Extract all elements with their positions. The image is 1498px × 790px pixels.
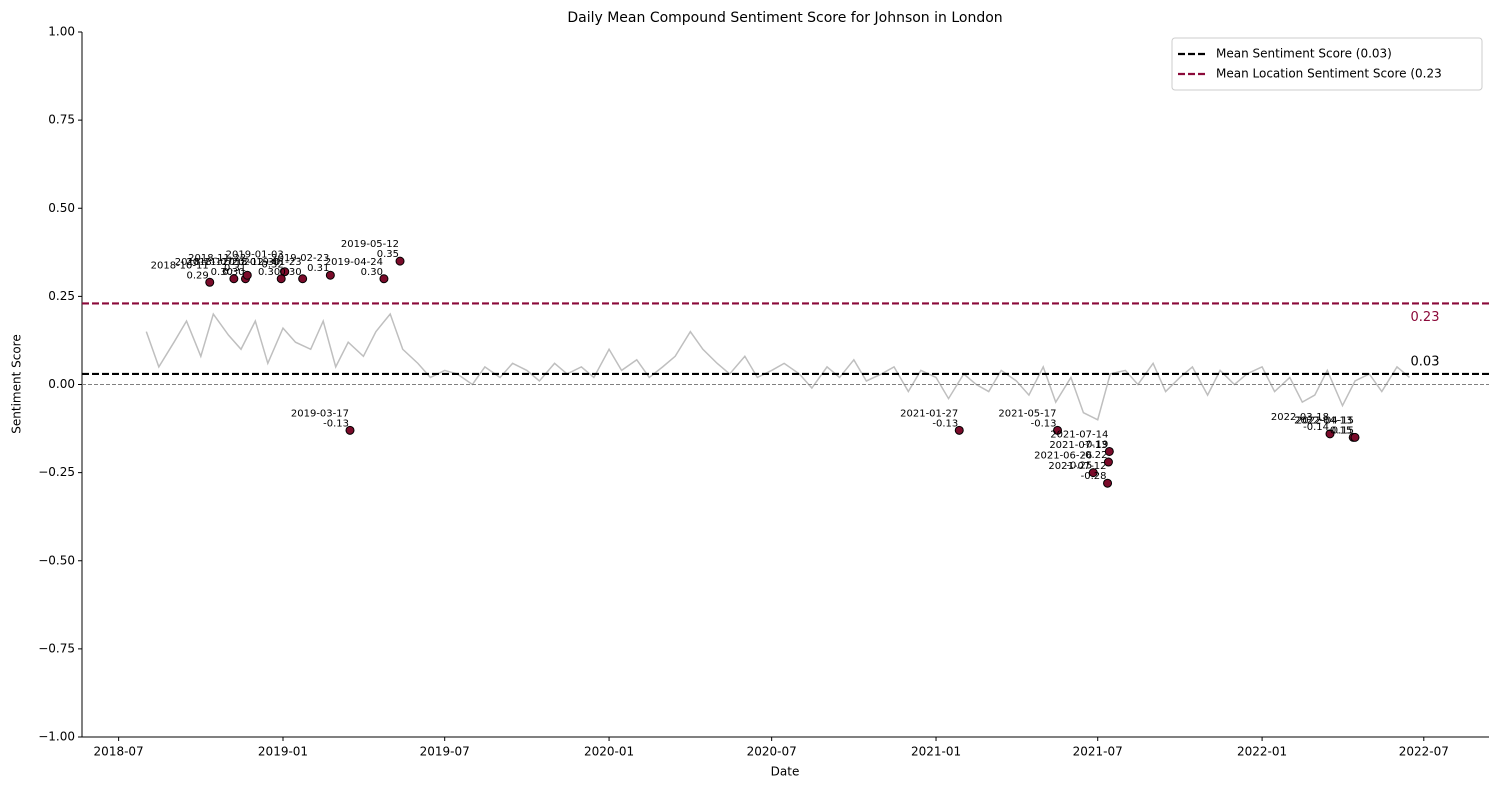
x-tick-label: 2021-01	[911, 745, 961, 759]
highlight-value: 0.30	[361, 267, 383, 278]
highlight-point	[1088, 468, 1098, 478]
highlight-date: 2018-11-07	[175, 257, 233, 268]
reference-value-label: 0.23	[1411, 310, 1440, 325]
highlight-date: 2018-10-11	[151, 260, 209, 271]
highlight-value: 0.31	[224, 263, 246, 274]
highlight-value: -0.22	[1082, 450, 1108, 461]
highlight-date: 2018-12-30	[222, 257, 280, 268]
y-tick-label: 0.25	[48, 289, 75, 303]
highlight-date: 2021-07-12	[1048, 461, 1106, 472]
highlight-point	[379, 274, 389, 284]
highlight-point	[276, 274, 286, 284]
highlight-date: 2022-04-15	[1296, 415, 1354, 426]
highlight-point	[1350, 432, 1360, 442]
x-tick-label: 2020-01	[584, 745, 634, 759]
highlight-value: 0.32	[262, 260, 284, 271]
highlight-point	[1103, 457, 1113, 467]
highlight-point	[298, 274, 308, 284]
highlight-point	[1325, 429, 1335, 439]
legend-label: Mean Location Sentiment Score (0.23	[1216, 67, 1442, 81]
x-tick-label: 2022-07	[1399, 745, 1449, 759]
x-tick-label: 2020-07	[747, 745, 797, 759]
highlight-date: 2021-06-26	[1034, 451, 1092, 462]
highlight-date: 2019-01-03	[226, 250, 284, 261]
highlight-value: -0.13	[932, 418, 958, 429]
highlight-date: 2019-02-23	[271, 253, 329, 264]
highlight-date: 2019-04-24	[325, 257, 383, 268]
highlight-date: 2019-03-17	[291, 408, 349, 419]
highlight-value: 0.31	[307, 263, 329, 274]
y-tick-label: −0.75	[38, 641, 75, 655]
y-tick-label: −0.25	[38, 465, 75, 479]
x-tick-label: 2021-07	[1073, 745, 1123, 759]
highlight-date: 2021-05-17	[998, 408, 1056, 419]
highlight-value: -0.15	[1328, 425, 1354, 436]
highlight-point	[395, 256, 405, 266]
highlight-value: -0.13	[1031, 418, 1057, 429]
x-axis-label: Date	[771, 765, 800, 779]
legend-label: Mean Sentiment Score (0.03)	[1216, 47, 1392, 61]
x-tick-label: 2022-01	[1237, 745, 1287, 759]
highlight-value: 0.30	[258, 267, 280, 278]
x-tick-label: 2019-01	[258, 745, 308, 759]
highlight-point	[1053, 425, 1063, 435]
highlight-value: -0.19	[1082, 439, 1108, 450]
y-axis-label: Sentiment Score	[10, 334, 24, 433]
highlight-value: 0.29	[186, 270, 208, 281]
highlight-value: -0.15	[1326, 425, 1352, 436]
highlight-point	[325, 270, 335, 280]
highlight-date: 2019-05-12	[341, 239, 399, 250]
highlight-point	[1104, 446, 1114, 456]
highlight-value: -0.28	[1081, 471, 1107, 482]
highlight-value: 0.30	[279, 267, 301, 278]
chart-title: Daily Mean Compound Sentiment Score for …	[567, 10, 1002, 26]
highlight-date: 2022-03-18	[1271, 412, 1329, 423]
y-tick-label: −0.50	[38, 553, 75, 567]
highlight-point	[1103, 478, 1113, 488]
highlight-value: 0.35	[377, 249, 399, 260]
x-tick-label: 2019-07	[420, 745, 470, 759]
y-tick-label: 0.00	[48, 377, 75, 391]
highlight-point	[229, 274, 239, 284]
highlight-point	[205, 277, 215, 287]
highlight-date: 2019-01-23	[244, 257, 302, 268]
highlight-date: 2021-07-14	[1050, 429, 1108, 440]
y-tick-label: 0.75	[48, 113, 75, 127]
highlight-value: 0.30	[211, 267, 233, 278]
highlight-date: 2018-11-20	[186, 257, 244, 268]
y-tick-label: 1.00	[48, 25, 75, 39]
y-tick-label: 0.50	[48, 201, 75, 215]
highlight-value: -0.25	[1066, 461, 1092, 472]
reference-value-label: 0.03	[1411, 354, 1440, 369]
highlight-value: 0.30	[222, 267, 244, 278]
highlight-point	[242, 270, 252, 280]
highlight-date: 2021-07-13	[1049, 440, 1107, 451]
highlight-date: 2018-11-22	[188, 253, 246, 264]
sentiment-line	[145, 312, 1410, 421]
highlight-point	[280, 267, 290, 277]
y-tick-label: −1.00	[38, 730, 75, 744]
highlight-point	[954, 425, 964, 435]
highlight-point	[345, 425, 355, 435]
x-tick-label: 2018-07	[94, 745, 144, 759]
legend-box	[1171, 37, 1483, 91]
highlight-value: -0.14	[1303, 422, 1329, 433]
highlight-date: 2022-04-13	[1294, 415, 1352, 426]
highlight-date: 2021-01-27	[900, 408, 958, 419]
highlight-value: -0.13	[323, 418, 349, 429]
